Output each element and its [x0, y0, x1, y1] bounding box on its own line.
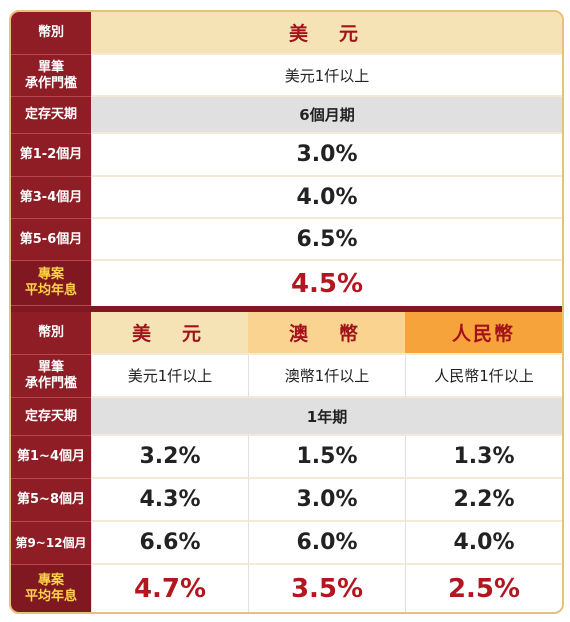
t2-threshold-value: 美元1仟以上 — [91, 355, 248, 398]
t2-rate-row: 第1~4個月 3.2% 1.5% 1.3% — [11, 436, 562, 479]
t2-currency-name: 澳 幣 — [288, 323, 364, 345]
t2-term-row: 定存天期 1年期 — [11, 398, 562, 436]
t1-threshold-label-line2: 承作門檻 — [24, 75, 77, 91]
t2-average-label-line2: 平均年息 — [24, 588, 77, 604]
t2-rate-value: 4.3% — [91, 479, 248, 522]
t2-rate-value: 3.0% — [248, 479, 405, 522]
t2-term-label: 定存天期 — [11, 398, 91, 436]
t2-average-label-line1: 專案 — [37, 572, 64, 588]
t2-rate-label: 第5~8個月 — [11, 479, 91, 522]
t2-rate-value: 6.0% — [248, 522, 405, 565]
t1-currency-label: 幣別 — [11, 12, 91, 55]
t1-rate-label: 第1-2個月 — [11, 134, 91, 177]
t2-threshold-row: 單筆 承作門檻 美元1仟以上 澳幣1仟以上 人民幣1仟以上 — [11, 355, 562, 398]
t1-rate-label: 第3-4個月 — [11, 177, 91, 219]
t1-rate-label: 第5-6個月 — [11, 219, 91, 261]
t2-rate-row: 第5~8個月 4.3% 3.0% 2.2% — [11, 479, 562, 522]
t1-currency-header: 美 元 — [91, 12, 562, 55]
t2-rate-value: 6.6% — [91, 522, 248, 565]
t2-average-value: 3.5% — [248, 565, 405, 612]
t2-rate-row: 第9~12個月 6.6% 6.0% 4.0% — [11, 522, 562, 565]
t1-rate-row: 第3-4個月 4.0% — [11, 177, 562, 219]
t1-currency-name: 美 元 — [288, 23, 364, 45]
t2-threshold-label: 單筆 承作門檻 — [11, 355, 91, 398]
t1-threshold-label-line1: 單筆 — [37, 59, 64, 75]
t1-rate-row: 第1-2個月 3.0% — [11, 134, 562, 177]
t2-threshold-label-line2: 承作門檻 — [24, 376, 77, 391]
t2-threshold-label-line1: 單筆 — [37, 360, 64, 375]
t1-term-value: 6個月期 — [91, 97, 562, 134]
t1-threshold-label: 單筆 承作門檻 — [11, 55, 91, 97]
t1-threshold-value: 美元1仟以上 — [91, 55, 562, 97]
t1-average-value: 4.5% — [91, 261, 562, 306]
t2-rate-value: 3.2% — [91, 436, 248, 479]
t2-average-row: 專案 平均年息 4.7% 3.5% 2.5% — [11, 565, 562, 612]
t1-rate-value: 4.0% — [91, 177, 562, 219]
t1-currency-row: 幣別 美 元 — [11, 12, 562, 55]
t2-rate-label: 第1~4個月 — [11, 436, 91, 479]
t2-term-value: 1年期 — [91, 398, 562, 436]
t2-currency-usd: 美 元 — [91, 312, 248, 355]
t2-currency-row: 幣別 美 元 澳 幣 人民幣 — [11, 312, 562, 355]
t2-average-value: 2.5% — [405, 565, 562, 612]
t2-currency-aud: 澳 幣 — [248, 312, 405, 355]
t2-rate-value: 1.3% — [405, 436, 562, 479]
t1-term-label: 定存天期 — [11, 97, 91, 134]
t1-threshold-row: 單筆 承作門檻 美元1仟以上 — [11, 55, 562, 97]
t2-threshold-value: 人民幣1仟以上 — [405, 355, 562, 398]
t1-rate-value: 3.0% — [91, 134, 562, 177]
t2-average-value: 4.7% — [91, 565, 248, 612]
t2-rate-value: 2.2% — [405, 479, 562, 522]
t2-rate-value: 4.0% — [405, 522, 562, 565]
t1-rate-row: 第5-6個月 6.5% — [11, 219, 562, 261]
t2-currency-label: 幣別 — [11, 312, 91, 355]
rate-table-frame: 幣別 美 元 單筆 承作門檻 美元1仟以上 定存天期 6個月期 第1-2個月 3.… — [9, 10, 564, 614]
table-separator — [11, 306, 562, 312]
t2-currency-name: 美 元 — [131, 323, 207, 345]
t2-rate-label: 第9~12個月 — [11, 522, 91, 565]
t1-average-row: 專案 平均年息 4.5% — [11, 261, 562, 306]
t2-currency-name: 人民幣 — [451, 323, 515, 345]
t2-rate-value: 1.5% — [248, 436, 405, 479]
t1-term-row: 定存天期 6個月期 — [11, 97, 562, 134]
t1-average-label: 專案 平均年息 — [11, 261, 91, 306]
t2-threshold-value: 澳幣1仟以上 — [248, 355, 405, 398]
t1-average-label-line1: 專案 — [37, 267, 64, 282]
t1-rate-value: 6.5% — [91, 219, 562, 261]
t1-average-label-line2: 平均年息 — [24, 283, 77, 298]
t2-currency-cny: 人民幣 — [405, 312, 562, 355]
t2-average-label: 專案 平均年息 — [11, 565, 91, 612]
